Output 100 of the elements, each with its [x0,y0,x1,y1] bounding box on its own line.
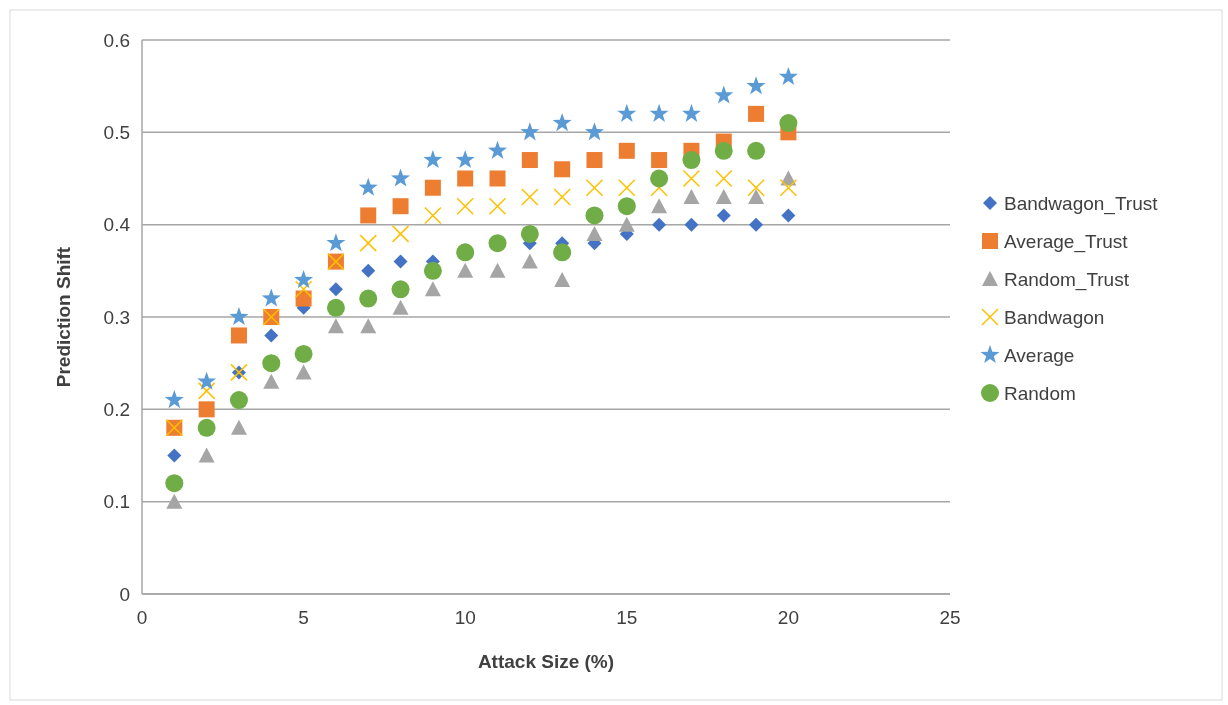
point [618,142,635,159]
point [521,253,538,269]
point [683,188,700,204]
point [681,103,701,122]
point [167,448,182,463]
point [198,447,215,463]
point [714,141,733,160]
point [230,419,247,435]
point [488,140,508,159]
point [585,206,604,225]
point [197,382,216,400]
point [521,188,539,206]
y-tick-label: 0 [119,583,130,605]
point [520,122,540,141]
point [455,150,475,169]
point [684,217,699,232]
point [749,217,764,232]
point [295,364,312,380]
point [585,178,604,197]
point [361,263,376,278]
legend-label: Bandwagon_Trust [1004,192,1159,215]
point [391,280,410,299]
point [327,318,344,334]
point [263,373,280,389]
point [489,170,506,187]
point [682,151,701,170]
point [747,141,766,160]
point [552,113,572,132]
point [586,152,603,169]
point [748,188,765,204]
point [584,122,604,141]
legend-label: Random_Trust [1004,268,1130,291]
point [716,208,731,223]
point [197,371,217,390]
point [715,188,732,204]
point [617,103,637,122]
point [230,327,247,344]
point [715,169,733,188]
point [554,272,571,288]
point [229,391,248,410]
point [393,254,408,269]
point [264,328,279,343]
point [198,401,215,418]
x-tick-label: 20 [777,607,799,628]
point [294,344,313,363]
point [586,225,603,241]
point [778,66,798,86]
point [554,161,571,178]
point [457,170,474,187]
point [392,198,409,215]
x-tick-label: 10 [454,607,476,628]
point [358,177,378,196]
y-tick-label: 0.5 [103,121,130,143]
point [165,474,184,493]
point [360,207,377,224]
point [261,288,281,307]
x-tick-label: 25 [939,607,961,628]
point [748,105,765,122]
point [617,197,636,216]
point [424,281,441,297]
point [457,262,474,278]
point [618,216,635,232]
point [779,178,798,197]
point [423,150,443,169]
point [391,168,411,187]
point [521,152,538,169]
y-tick-label: 0.3 [103,306,130,328]
y-tick-label: 0.2 [103,398,130,420]
point [423,261,442,280]
point [164,390,184,409]
point [682,169,701,188]
y-axis-title: Prediction Shift [53,246,74,388]
point [229,307,249,326]
point [262,354,281,373]
point [650,169,669,188]
point [520,224,539,243]
legend-label: Average [1004,344,1075,366]
point [424,179,441,196]
point [456,243,475,262]
point [294,270,314,289]
legend-label: Average_Trust [1004,230,1129,253]
point [553,243,572,262]
point [618,178,636,197]
point [553,188,571,206]
point [166,493,183,509]
x-axis-title: Attack Size (%) [477,651,615,672]
point [746,76,766,95]
legend-label: Random [1004,382,1076,404]
point [424,206,442,225]
point [651,152,668,169]
point [651,198,668,214]
point [326,233,346,252]
point [360,318,377,334]
point [747,178,765,197]
point [781,208,796,223]
point [652,217,667,232]
point [489,262,506,278]
point [488,197,507,215]
legend-label: Bandwagon [1004,306,1105,328]
point [714,85,734,104]
